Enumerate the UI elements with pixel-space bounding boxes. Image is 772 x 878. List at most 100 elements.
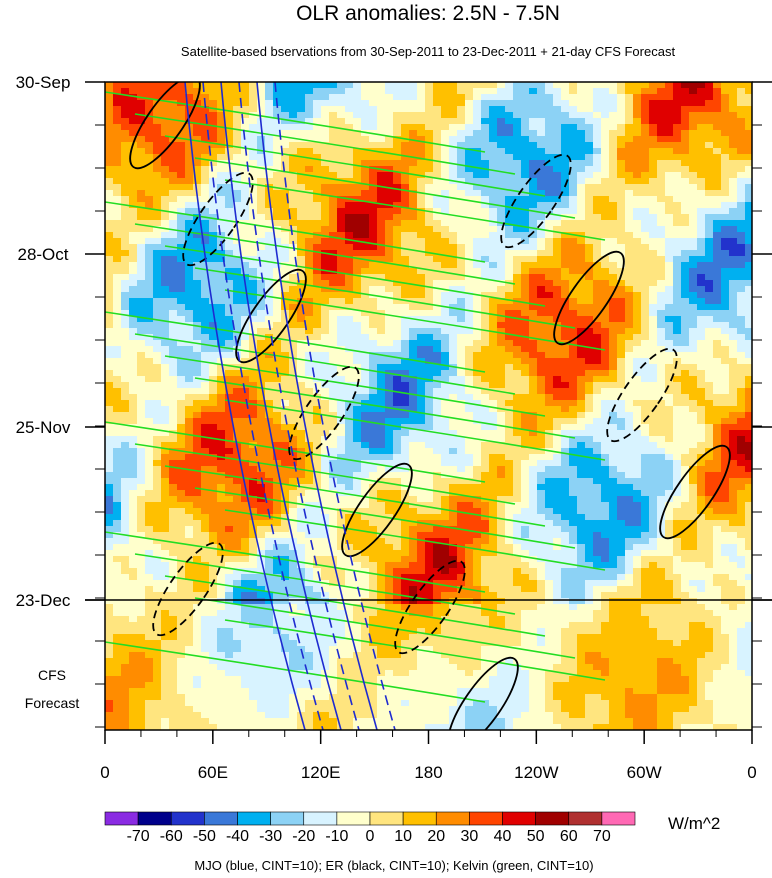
heat-cell <box>161 94 169 100</box>
heat-cell <box>281 346 289 352</box>
heat-cell <box>409 94 417 100</box>
heat-cell <box>513 112 521 118</box>
heat-cell <box>689 148 697 154</box>
heat-cell <box>473 94 481 100</box>
heat-cell <box>505 418 513 424</box>
heat-cell <box>265 88 273 94</box>
heat-cell <box>521 160 529 166</box>
heat-cell <box>377 424 385 430</box>
heat-cell <box>241 166 249 172</box>
heat-cell <box>713 124 721 130</box>
heat-cell <box>177 286 185 292</box>
heat-cell <box>489 376 497 382</box>
heat-cell <box>737 244 745 250</box>
heat-cell <box>673 430 681 436</box>
heat-cell <box>713 346 721 352</box>
heat-cell <box>537 448 545 454</box>
heat-cell <box>585 310 593 316</box>
heat-cell <box>321 346 329 352</box>
heat-cell <box>705 112 713 118</box>
heat-cell <box>417 340 425 346</box>
heat-cell <box>257 184 265 190</box>
heat-cell <box>145 226 153 232</box>
heat-cell <box>305 412 313 418</box>
heat-cell <box>697 184 705 190</box>
heat-cell <box>433 130 441 136</box>
heat-cell <box>617 142 625 148</box>
heat-cell <box>609 226 617 232</box>
heat-cell <box>169 370 177 376</box>
heat-cell <box>145 238 153 244</box>
heat-cell <box>185 196 193 202</box>
heat-cell <box>393 346 401 352</box>
heat-cell <box>457 280 465 286</box>
heat-cell <box>569 418 577 424</box>
heat-cell <box>625 274 633 280</box>
heat-cell <box>697 406 705 412</box>
heat-cell <box>681 442 689 448</box>
heat-cell <box>313 142 321 148</box>
heat-cell <box>745 400 752 406</box>
heat-cell <box>433 148 441 154</box>
heat-cell <box>297 394 305 400</box>
heat-cell <box>137 208 145 214</box>
heat-cell <box>481 184 489 190</box>
heat-cell <box>673 334 681 340</box>
heat-cell <box>425 316 433 322</box>
heat-cell <box>729 364 737 370</box>
heat-cell <box>697 298 705 304</box>
heat-cell <box>545 214 553 220</box>
heat-cell <box>337 448 345 454</box>
heat-cell <box>609 232 617 238</box>
heat-cell <box>129 220 137 226</box>
heat-cell <box>425 100 433 106</box>
heat-cell <box>433 298 441 304</box>
heat-cell <box>409 388 417 394</box>
heat-cell <box>721 250 729 256</box>
heat-cell <box>537 298 545 304</box>
heat-cell <box>185 256 193 262</box>
heat-cell <box>705 280 713 286</box>
heat-cell <box>105 244 113 250</box>
heat-cell <box>745 94 752 100</box>
heat-cell <box>313 340 321 346</box>
heat-cell <box>585 256 593 262</box>
heat-cell <box>697 112 705 118</box>
heat-cell <box>449 418 457 424</box>
heat-cell <box>545 286 553 292</box>
heat-cell <box>265 172 273 178</box>
heat-cell <box>529 154 537 160</box>
heat-cell <box>713 232 721 238</box>
heat-cell <box>401 106 409 112</box>
heat-cell <box>625 244 633 250</box>
heat-cell <box>169 208 177 214</box>
heat-cell <box>553 136 561 142</box>
heat-cell <box>729 406 737 412</box>
heat-cell <box>465 376 473 382</box>
heat-cell <box>601 358 609 364</box>
heat-cell <box>537 100 545 106</box>
heat-cell <box>321 202 329 208</box>
heat-cell <box>209 148 217 154</box>
heat-cell <box>145 256 153 262</box>
heat-cell <box>137 352 145 358</box>
heat-cell <box>265 214 273 220</box>
heat-cell <box>545 340 553 346</box>
heat-cell <box>585 388 593 394</box>
heat-cell <box>441 316 449 322</box>
heat-cell <box>217 172 225 178</box>
heat-cell <box>137 82 145 88</box>
heat-cell <box>241 436 249 442</box>
heat-cell <box>313 280 321 286</box>
heat-cell <box>665 256 673 262</box>
heat-cell <box>417 430 425 436</box>
heat-cell <box>233 124 241 130</box>
heat-cell <box>417 382 425 388</box>
heat-cell <box>489 346 497 352</box>
heat-cell <box>609 370 617 376</box>
heat-cell <box>385 262 393 268</box>
heat-cell <box>545 130 553 136</box>
heat-cell <box>145 202 153 208</box>
heat-cell <box>169 166 177 172</box>
heat-cell <box>169 124 177 130</box>
